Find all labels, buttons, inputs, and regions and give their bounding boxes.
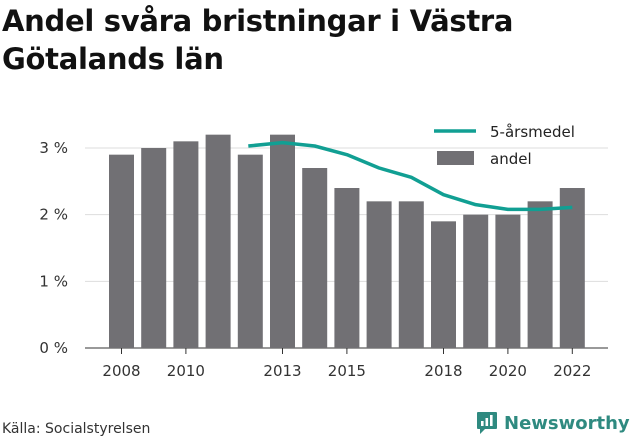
legend-label-line: 5-årsmedel (490, 123, 575, 141)
bar (527, 201, 553, 348)
x-tick-label: 2008 (102, 362, 140, 380)
x-tick-label: 2018 (424, 362, 462, 380)
bar (463, 214, 489, 348)
bar (334, 188, 360, 348)
x-tick-label: 2010 (167, 362, 205, 380)
y-tick-label: 3 % (39, 139, 68, 157)
bar (205, 134, 231, 348)
bar (270, 134, 295, 348)
x-tick-label: 2022 (553, 362, 591, 380)
bar-series (109, 134, 585, 348)
x-tick-label: 2020 (489, 362, 527, 380)
chart: 0 % 1 % 2 % 3 % 2008 2010 2013 2015 2018 2020 202… (39, 123, 608, 380)
bar (559, 188, 585, 348)
y-tick-label: 2 % (39, 206, 68, 224)
line-5-arsmedel (248, 140, 573, 212)
newsworthy-logo-icon (477, 412, 497, 434)
chart-title: Andel svåra bristningar i Västra Götalan… (2, 4, 514, 76)
bar (173, 141, 199, 348)
legend: 5-årsmedel andel (434, 123, 575, 168)
y-axis: 0 % 1 % 2 % 3 % (39, 139, 68, 357)
legend-swatch-bar (437, 151, 474, 165)
x-tick-label: 2015 (328, 362, 366, 380)
x-axis: 2008 2010 2013 2015 2018 2020 2022 (102, 348, 591, 380)
bar (366, 201, 392, 348)
y-tick-label: 1 % (39, 272, 68, 290)
bar (109, 154, 134, 348)
bar (398, 201, 424, 348)
bar (431, 221, 456, 348)
brand-name: Newsworthy (504, 412, 630, 434)
legend-label-bar: andel (490, 150, 532, 168)
bar (495, 214, 521, 348)
line-series (248, 140, 573, 212)
brand-logo[interactable]: Newsworthy (476, 408, 630, 438)
source-note: Källa: Socialstyrelsen (2, 421, 151, 437)
bar (302, 168, 328, 348)
y-tick-label: 0 % (39, 339, 68, 357)
bar (237, 154, 263, 348)
x-tick-label: 2013 (263, 362, 301, 380)
bar (141, 148, 167, 348)
